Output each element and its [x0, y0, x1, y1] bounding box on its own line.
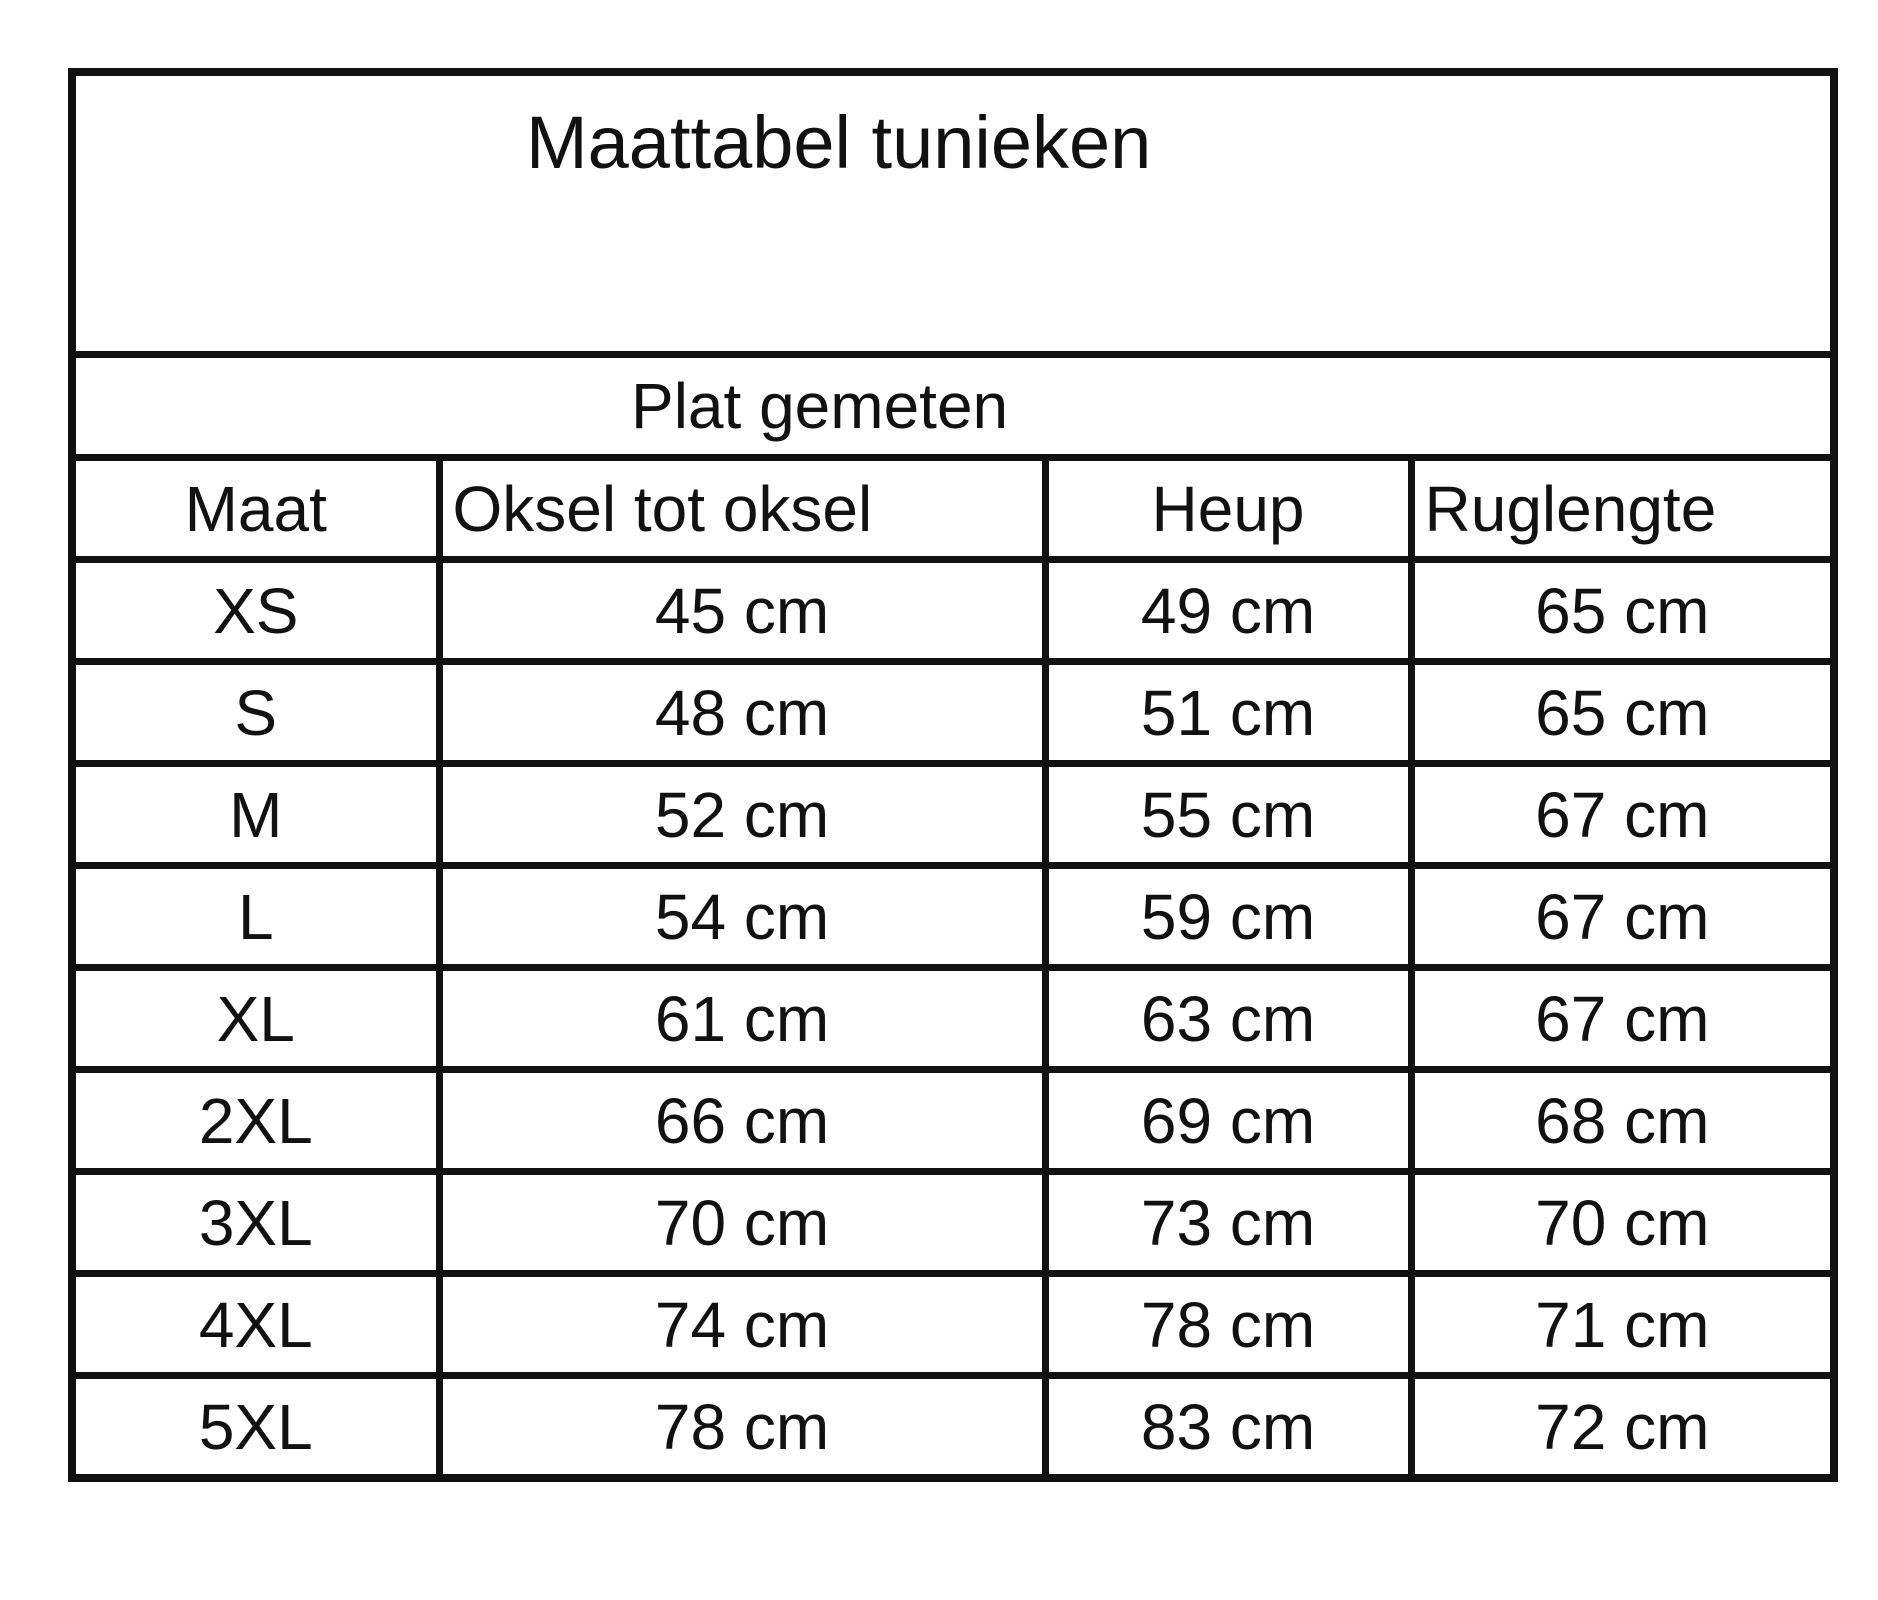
table-row: 4XL 74 cm 78 cm 71 cm	[68, 1270, 1838, 1379]
heup-cell: 59 cm	[1041, 862, 1415, 971]
table-row: 2XL 66 cm 69 cm 68 cm	[68, 1066, 1838, 1175]
size-cell: M	[68, 760, 443, 869]
table-subtitle: Plat gemeten	[68, 351, 1838, 461]
column-header-oksel: Oksel tot oksel	[435, 454, 1049, 563]
table-row: 3XL 70 cm 73 cm 70 cm	[68, 1168, 1838, 1277]
heup-cell: 78 cm	[1041, 1270, 1415, 1379]
ruglengte-cell: 71 cm	[1407, 1270, 1838, 1379]
ruglengte-cell: 67 cm	[1407, 964, 1838, 1073]
oksel-cell: 61 cm	[435, 964, 1049, 1073]
table-row: 5XL 78 cm 83 cm 72 cm	[68, 1372, 1838, 1482]
oksel-cell: 45 cm	[435, 556, 1049, 665]
table-row: XL 61 cm 63 cm 67 cm	[68, 964, 1838, 1073]
table-title: Maattabel tunieken	[68, 68, 1838, 358]
size-cell: XS	[68, 556, 443, 665]
size-cell: L	[68, 862, 443, 971]
table-row: L 54 cm 59 cm 67 cm	[68, 862, 1838, 971]
table-row: XS 45 cm 49 cm 65 cm	[68, 556, 1838, 665]
heup-cell: 73 cm	[1041, 1168, 1415, 1277]
oksel-cell: 52 cm	[435, 760, 1049, 869]
header-row: Maat Oksel tot oksel Heup Ruglengte	[68, 454, 1838, 563]
size-cell: 5XL	[68, 1372, 443, 1482]
heup-cell: 55 cm	[1041, 760, 1415, 869]
size-cell: 2XL	[68, 1066, 443, 1175]
size-cell: XL	[68, 964, 443, 1073]
table-row: M 52 cm 55 cm 67 cm	[68, 760, 1838, 869]
size-cell: 4XL	[68, 1270, 443, 1379]
oksel-cell: 66 cm	[435, 1066, 1049, 1175]
ruglengte-cell: 72 cm	[1407, 1372, 1838, 1482]
column-header-heup: Heup	[1041, 454, 1415, 563]
heup-cell: 69 cm	[1041, 1066, 1415, 1175]
ruglengte-cell: 68 cm	[1407, 1066, 1838, 1175]
heup-cell: 63 cm	[1041, 964, 1415, 1073]
size-chart-table: Maattabel tunieken Plat gemeten Maat Oks…	[68, 68, 1839, 1482]
ruglengte-cell: 70 cm	[1407, 1168, 1838, 1277]
oksel-cell: 54 cm	[435, 862, 1049, 971]
column-header-maat: Maat	[68, 454, 443, 563]
size-cell: S	[68, 658, 443, 767]
title-row: Maattabel tunieken	[68, 68, 1838, 358]
size-cell: 3XL	[68, 1168, 443, 1277]
heup-cell: 49 cm	[1041, 556, 1415, 665]
column-header-ruglengte: Ruglengte	[1407, 454, 1838, 563]
oksel-cell: 74 cm	[435, 1270, 1049, 1379]
heup-cell: 51 cm	[1041, 658, 1415, 767]
ruglengte-cell: 67 cm	[1407, 760, 1838, 869]
heup-cell: 83 cm	[1041, 1372, 1415, 1482]
oksel-cell: 78 cm	[435, 1372, 1049, 1482]
oksel-cell: 70 cm	[435, 1168, 1049, 1277]
subtitle-row: Plat gemeten	[68, 351, 1838, 461]
table-row: S 48 cm 51 cm 65 cm	[68, 658, 1838, 767]
oksel-cell: 48 cm	[435, 658, 1049, 767]
ruglengte-cell: 67 cm	[1407, 862, 1838, 971]
ruglengte-cell: 65 cm	[1407, 658, 1838, 767]
ruglengte-cell: 65 cm	[1407, 556, 1838, 665]
